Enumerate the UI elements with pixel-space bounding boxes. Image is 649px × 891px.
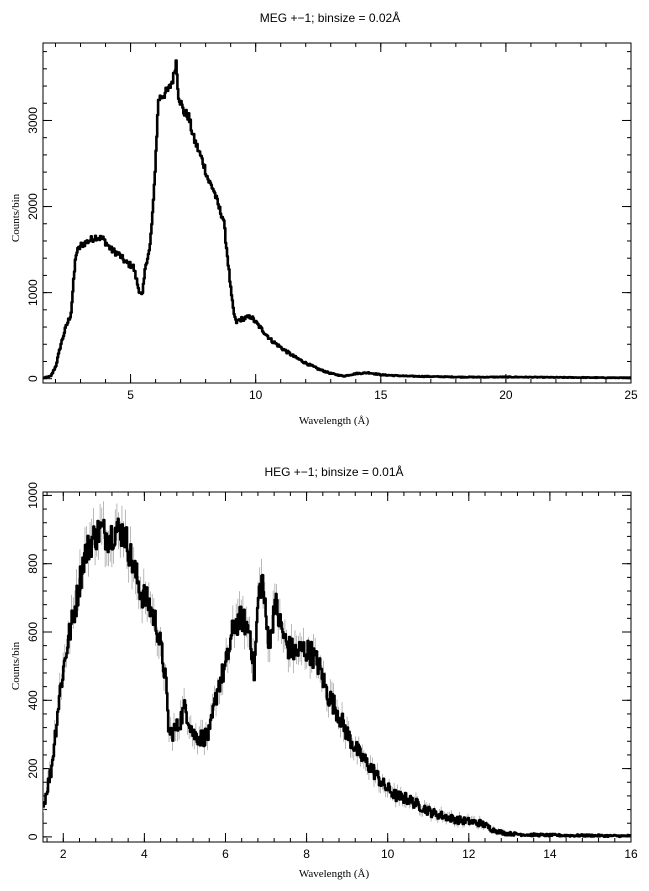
heg-y-tick-label: 0	[26, 833, 40, 840]
meg-y-tick-label: 3000	[26, 107, 40, 134]
heg-x-tick-label: 14	[543, 847, 557, 861]
meg-x-axis-label: Wavelength (Å)	[299, 415, 370, 427]
meg-chart-title: MEG +−1; binsize = 0.02Å	[260, 10, 400, 25]
heg-x-tick-label: 4	[141, 847, 148, 861]
meg-x-tick-label: 20	[499, 388, 513, 402]
heg-x-tick-label: 8	[303, 847, 310, 861]
heg-x-tick-label: 16	[624, 847, 638, 861]
heg-plot-frame	[42, 491, 632, 843]
meg-y-tick-label: 0	[26, 375, 40, 382]
heg-y-tick-label: 1000	[26, 482, 40, 509]
meg-y-tick-label: 1000	[26, 279, 40, 306]
meg-x-tick-label: 10	[249, 388, 263, 402]
heg-y-tick-label: 600	[26, 622, 40, 642]
heg-series-group	[43, 501, 631, 839]
meg-plot-frame	[42, 42, 632, 384]
meg-y-axis-label: Counts/bin	[10, 193, 22, 242]
heg-x-tick-label: 12	[462, 847, 476, 861]
meg-spectrum-line	[43, 59, 631, 380]
meg-spectrum-panel: MEG +−1; binsize = 0.02Å Counts/bin Wave…	[10, 10, 638, 427]
heg-y-axis-label: Counts/bin	[10, 641, 22, 690]
heg-x-tick-label: 10	[381, 847, 395, 861]
heg-x-tick-label: 6	[222, 847, 229, 861]
heg-y-tick-label: 200	[26, 758, 40, 778]
meg-x-tick-label: 25	[624, 388, 638, 402]
heg-x-axis-label: Wavelength (Å)	[299, 868, 370, 880]
heg-x-tick-label: 2	[60, 847, 67, 861]
heg-spectrum-panel: HEG +−1; binsize = 0.01Å Counts/bin Wave…	[10, 464, 638, 880]
meg-x-tick-label: 5	[127, 388, 134, 402]
heg-y-tick-label: 400	[26, 690, 40, 710]
heg-chart-title: HEG +−1; binsize = 0.01Å	[264, 464, 403, 479]
heg-spectrum-line	[43, 517, 631, 839]
meg-y-tick-label: 2000	[26, 193, 40, 220]
meg-series-group	[43, 59, 631, 380]
meg-x-tick-label: 15	[374, 388, 388, 402]
heg-y-tick-label: 800	[26, 553, 40, 573]
